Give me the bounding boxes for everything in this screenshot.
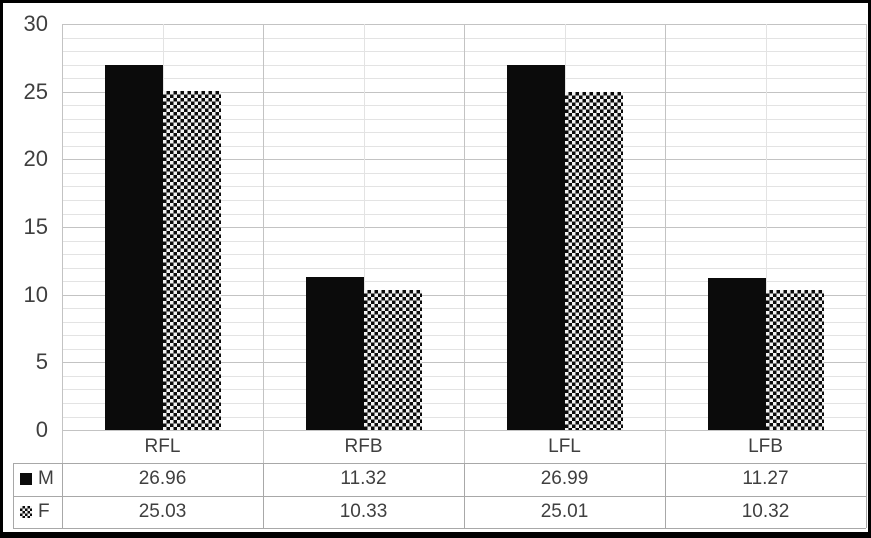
table-border-horizontal (13, 463, 866, 464)
table-value-cell: 25.01 (540, 500, 589, 522)
y-axis-tick-label: 25 (23, 78, 48, 104)
category-label: RFL (144, 436, 181, 457)
table-value-cell: 26.99 (540, 468, 589, 490)
table-border-horizontal (13, 528, 866, 529)
bar-f-rfl (162, 91, 221, 430)
table-border-vertical (13, 463, 14, 528)
bar-m-lfl (506, 64, 565, 430)
legend-item-f: F (20, 500, 50, 524)
y-axis-tick-label: 15 (23, 214, 48, 239)
table-value-cell: 11.32 (340, 468, 387, 490)
gridline-vertical-boundary (464, 24, 465, 463)
table-border-vertical (464, 463, 465, 528)
table-border-horizontal (13, 495, 866, 497)
gridline-vertical-boundary (866, 24, 867, 463)
y-axis-tick-label: 5 (35, 349, 48, 375)
bar-m-rfb (305, 276, 364, 430)
bar-m-lfb (707, 277, 766, 430)
legend-label: F (38, 500, 50, 522)
table-border-vertical (62, 463, 63, 528)
gridline-vertical-midpoint (363, 24, 365, 430)
bar-f-lfl (564, 91, 623, 430)
category-label: LFL (548, 436, 581, 457)
table-border-vertical (866, 463, 867, 528)
y-axis-tick-label: 0 (35, 417, 48, 442)
y-axis-tick-label: 20 (23, 146, 48, 172)
bar-m-rfl (104, 65, 163, 430)
legend-swatch-f-icon (20, 505, 32, 518)
table-border-vertical (665, 463, 666, 528)
category-label: RFB (344, 436, 383, 457)
table-value-cell: 11.27 (742, 468, 789, 490)
table-border-vertical (263, 463, 264, 528)
gridline-vertical-boundary (263, 24, 264, 463)
table-value-cell: 10.32 (741, 500, 790, 522)
table-value-cell: 26.96 (138, 468, 187, 490)
gridline-vertical-boundary (62, 24, 63, 463)
table-value-cell: 25.03 (138, 500, 187, 522)
bar-f-lfb (765, 290, 824, 430)
table-value-cell: 10.33 (339, 500, 388, 522)
legend-swatch-m-icon (20, 473, 32, 486)
gridline-vertical-midpoint (765, 24, 767, 430)
bar-f-rfb (363, 290, 422, 430)
legend-label: M (38, 468, 54, 490)
y-axis-tick-label: 30 (23, 11, 48, 36)
legend-item-m: M (20, 467, 54, 491)
gridline-vertical-boundary (665, 24, 666, 463)
category-label: LFB (748, 436, 783, 457)
y-axis-tick-label: 10 (23, 281, 48, 307)
